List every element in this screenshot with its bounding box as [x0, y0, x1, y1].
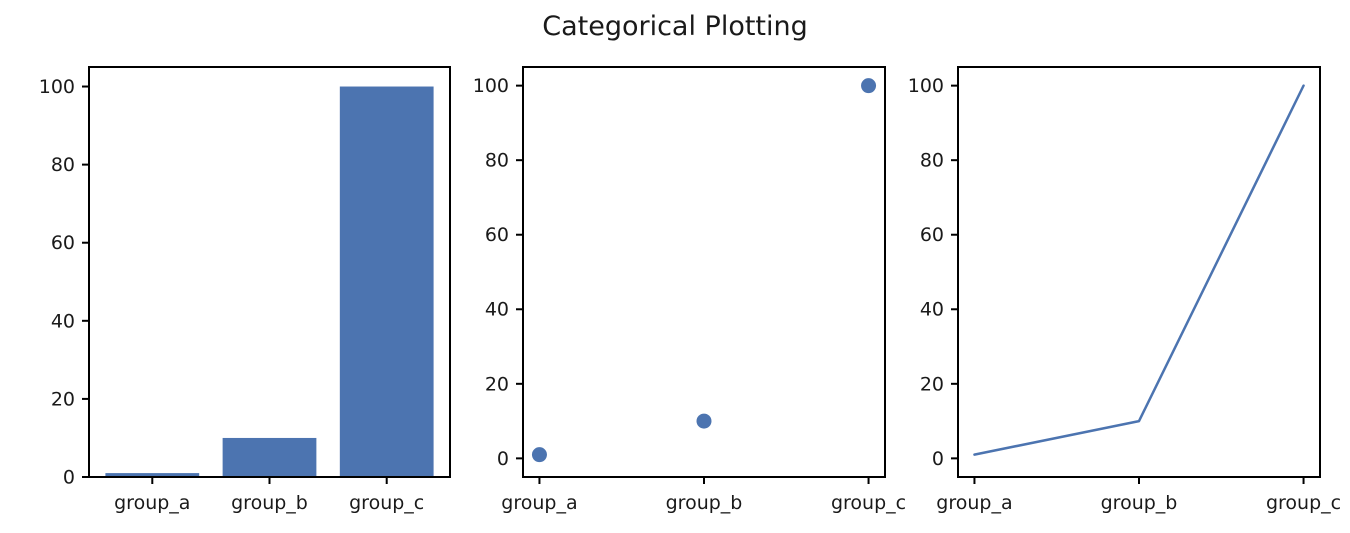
x-tick-label: group_a — [936, 492, 1012, 514]
y-tick-label: 100 — [39, 76, 75, 98]
axes-bar: 0 20 40 60 80 100 group_a group_b group_c — [39, 66, 451, 514]
axes-frame — [88, 66, 451, 478]
line-series — [973, 84, 1305, 456]
axes-frame — [957, 66, 1321, 478]
y-tick-label: 20 — [485, 373, 509, 395]
x-tick-label: group_a — [501, 492, 577, 514]
axes-line: 0 20 40 60 80 100 group_a group_b group_c — [908, 66, 1341, 514]
x-tick-label: group_b — [231, 492, 308, 514]
y-tick-label: 20 — [51, 388, 75, 410]
bar — [339, 86, 434, 478]
subplot-line-plot: 0 20 40 60 80 100 group_a group_b group_c — [908, 66, 1341, 514]
x-tick-label: group_b — [666, 492, 743, 514]
bar — [105, 473, 200, 477]
y-tick-label: 80 — [51, 154, 75, 176]
y-tick-label: 40 — [920, 299, 944, 321]
y-tick-label: 40 — [485, 299, 509, 321]
y-tick-label: 20 — [920, 373, 944, 395]
bar — [222, 437, 317, 477]
y-tick-label: 0 — [63, 466, 75, 488]
x-tick-label: group_a — [114, 492, 190, 514]
scatter-point — [696, 413, 712, 429]
x-tick-label: group_c — [831, 492, 906, 514]
x-tick-label: group_c — [349, 492, 424, 514]
y-tick-label: 60 — [920, 224, 944, 246]
subplot-bar-chart: 0 20 40 60 80 100 group_a group_b group_c — [39, 66, 451, 514]
y-tick-label: 0 — [932, 448, 944, 470]
y-tick-label: 100 — [473, 75, 509, 97]
y-tick-label: 40 — [51, 310, 75, 332]
x-tick-label: group_b — [1101, 492, 1178, 514]
y-tick-label: 80 — [485, 150, 509, 172]
figure-title: Categorical Plotting — [542, 11, 808, 42]
axes-frame — [522, 66, 886, 478]
scatter-point — [531, 447, 547, 463]
axes-scatter: 0 20 40 60 80 100 group_a group_b group_c — [473, 66, 906, 514]
x-tick-label: group_c — [1266, 492, 1341, 514]
y-tick-label: 80 — [920, 150, 944, 172]
y-tick-label: 60 — [485, 224, 509, 246]
y-tick-label: 0 — [497, 448, 509, 470]
subplot-scatter-plot: 0 20 40 60 80 100 group_a group_b group_c — [473, 66, 906, 514]
y-tick-label: 100 — [908, 75, 944, 97]
scatter-point — [861, 78, 877, 94]
y-tick-label: 60 — [51, 232, 75, 254]
